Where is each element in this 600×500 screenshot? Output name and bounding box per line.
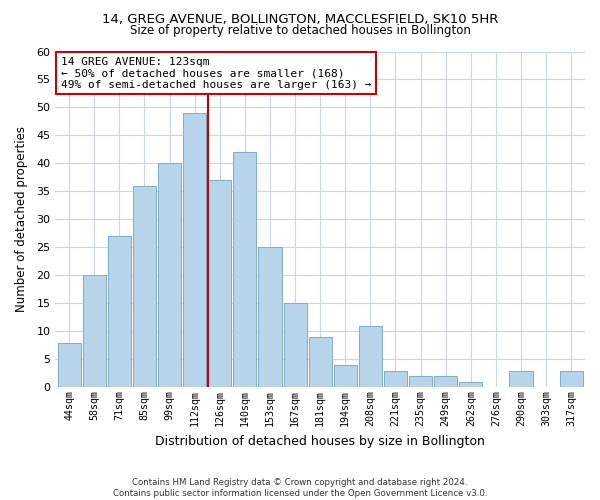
Bar: [284, 304, 307, 388]
Bar: [133, 186, 156, 388]
Bar: [83, 276, 106, 388]
Bar: [208, 180, 231, 388]
Text: 14, GREG AVENUE, BOLLINGTON, MACCLESFIELD, SK10 5HR: 14, GREG AVENUE, BOLLINGTON, MACCLESFIEL…: [102, 12, 498, 26]
Bar: [409, 376, 432, 388]
Text: Contains HM Land Registry data © Crown copyright and database right 2024.
Contai: Contains HM Land Registry data © Crown c…: [113, 478, 487, 498]
X-axis label: Distribution of detached houses by size in Bollington: Distribution of detached houses by size …: [155, 434, 485, 448]
Bar: [459, 382, 482, 388]
Bar: [560, 370, 583, 388]
Text: Size of property relative to detached houses in Bollington: Size of property relative to detached ho…: [130, 24, 470, 37]
Bar: [158, 164, 181, 388]
Y-axis label: Number of detached properties: Number of detached properties: [15, 126, 28, 312]
Bar: [58, 342, 80, 388]
Bar: [259, 248, 281, 388]
Bar: [434, 376, 457, 388]
Bar: [509, 370, 533, 388]
Bar: [308, 337, 332, 388]
Bar: [384, 370, 407, 388]
Bar: [233, 152, 256, 388]
Bar: [334, 365, 357, 388]
Bar: [183, 113, 206, 388]
Text: 14 GREG AVENUE: 123sqm
← 50% of detached houses are smaller (168)
49% of semi-de: 14 GREG AVENUE: 123sqm ← 50% of detached…: [61, 56, 371, 90]
Bar: [108, 236, 131, 388]
Bar: [359, 326, 382, 388]
